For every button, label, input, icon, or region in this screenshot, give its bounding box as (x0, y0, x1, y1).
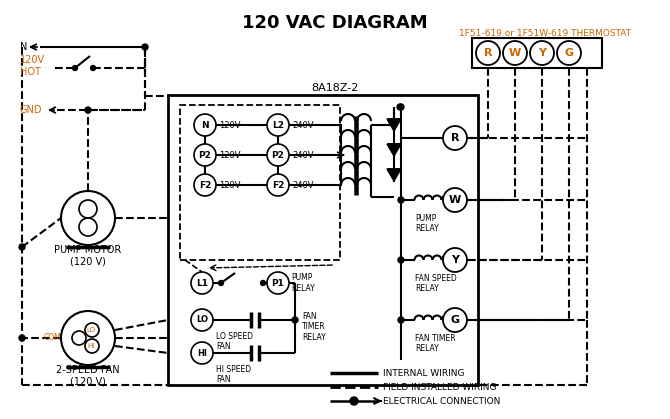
Text: INTERNAL WIRING: INTERNAL WIRING (383, 368, 464, 378)
Circle shape (443, 126, 467, 150)
Text: G: G (450, 315, 460, 325)
Text: FIELD INSTALLED WIRING: FIELD INSTALLED WIRING (383, 383, 496, 391)
Circle shape (398, 104, 404, 110)
Circle shape (443, 188, 467, 212)
Circle shape (398, 257, 404, 263)
Circle shape (443, 248, 467, 272)
Text: P2: P2 (271, 150, 285, 160)
Circle shape (194, 114, 216, 136)
Text: F2: F2 (199, 181, 211, 189)
Text: Y: Y (538, 48, 546, 58)
Text: Y: Y (451, 255, 459, 265)
Polygon shape (387, 119, 401, 131)
Circle shape (194, 144, 216, 166)
Text: 1F51-619 or 1F51W-619 THERMOSTAT: 1F51-619 or 1F51W-619 THERMOSTAT (459, 28, 631, 37)
Text: 2-SPEED FAN
(120 V): 2-SPEED FAN (120 V) (56, 365, 120, 387)
Text: PUMP
RELAY: PUMP RELAY (291, 273, 315, 293)
Text: R: R (484, 48, 492, 58)
Text: FAN
TIMER
RELAY: FAN TIMER RELAY (302, 312, 326, 342)
Text: P1: P1 (271, 279, 285, 287)
Circle shape (90, 65, 96, 70)
Circle shape (261, 280, 265, 285)
Text: 240V: 240V (292, 181, 314, 189)
Text: ELECTRICAL CONNECTION: ELECTRICAL CONNECTION (383, 396, 500, 406)
Text: L1: L1 (196, 279, 208, 287)
Circle shape (530, 41, 554, 65)
Text: GND: GND (20, 105, 42, 115)
Text: PUMP
RELAY: PUMP RELAY (415, 214, 439, 233)
Text: R: R (451, 133, 459, 143)
Circle shape (350, 397, 358, 405)
Circle shape (398, 317, 404, 323)
Text: HI SPEED
FAN: HI SPEED FAN (216, 365, 251, 384)
Text: 120 VAC DIAGRAM: 120 VAC DIAGRAM (242, 14, 428, 32)
Circle shape (19, 244, 25, 250)
Circle shape (218, 280, 224, 285)
Circle shape (443, 308, 467, 332)
Circle shape (557, 41, 581, 65)
Text: HI: HI (87, 343, 94, 349)
Text: L2: L2 (272, 121, 284, 129)
Text: LO: LO (196, 316, 208, 324)
Polygon shape (387, 169, 401, 181)
Text: 120V: 120V (219, 121, 241, 129)
Circle shape (194, 174, 216, 196)
Polygon shape (387, 144, 401, 156)
Circle shape (72, 65, 78, 70)
Text: 120V: 120V (20, 55, 45, 65)
Text: 240V: 240V (292, 121, 314, 129)
Circle shape (267, 272, 289, 294)
Circle shape (267, 114, 289, 136)
Text: F2: F2 (272, 181, 284, 189)
Text: 8A18Z-2: 8A18Z-2 (312, 83, 358, 93)
Text: W: W (509, 48, 521, 58)
Circle shape (397, 104, 403, 110)
Circle shape (267, 174, 289, 196)
Bar (472, 38, 602, 68)
Text: FAN SPEED
RELAY: FAN SPEED RELAY (415, 274, 457, 293)
Circle shape (191, 272, 213, 294)
Text: N: N (20, 42, 27, 52)
Text: HOT: HOT (20, 67, 41, 77)
Circle shape (476, 41, 500, 65)
Text: COM: COM (44, 334, 61, 342)
Bar (168, 95, 478, 385)
Text: W: W (449, 195, 461, 205)
Text: 240V: 240V (292, 150, 314, 160)
Text: 120V: 120V (219, 181, 241, 189)
Text: HI: HI (197, 349, 207, 357)
Circle shape (142, 44, 148, 50)
Text: LO: LO (86, 327, 96, 333)
Text: LO SPEED
FAN: LO SPEED FAN (216, 332, 253, 352)
Circle shape (191, 342, 213, 364)
Text: PUMP MOTOR
(120 V): PUMP MOTOR (120 V) (54, 246, 122, 267)
Circle shape (398, 197, 404, 203)
Circle shape (85, 107, 91, 113)
Circle shape (292, 317, 298, 323)
Bar (180, 105, 340, 260)
Text: P2: P2 (198, 150, 212, 160)
Text: G: G (564, 48, 574, 58)
Text: 120V: 120V (219, 150, 241, 160)
Circle shape (503, 41, 527, 65)
Circle shape (191, 309, 213, 331)
Text: N: N (201, 121, 209, 129)
Circle shape (19, 335, 25, 341)
Circle shape (267, 144, 289, 166)
Text: FAN TIMER
RELAY: FAN TIMER RELAY (415, 334, 456, 353)
